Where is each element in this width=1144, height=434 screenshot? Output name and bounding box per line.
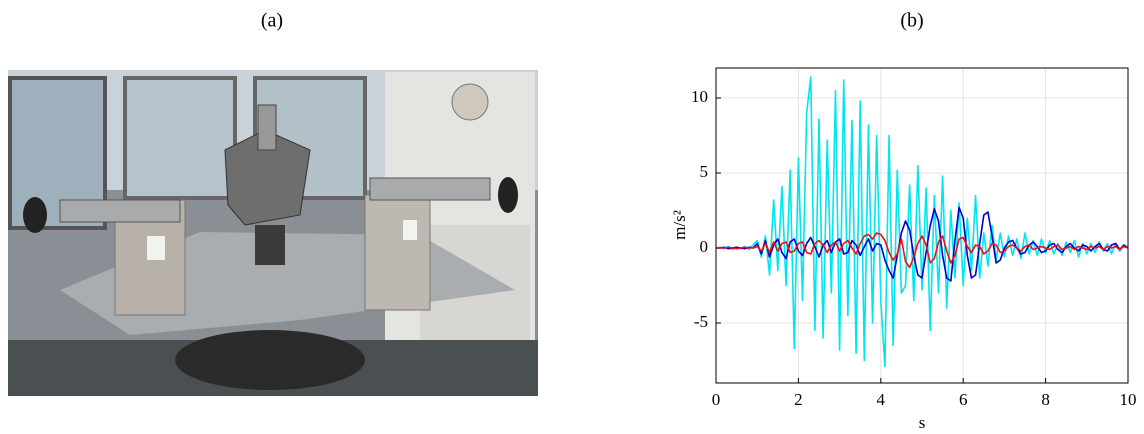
axes-box <box>715 67 1129 384</box>
photo <box>8 70 538 396</box>
x-tick-label: 10 <box>1120 390 1137 409</box>
data-line <box>716 206 1129 282</box>
y-tick-label: -5 <box>694 312 708 331</box>
x-axis-title: s <box>919 413 926 432</box>
data-line <box>716 232 1129 269</box>
chart: s m/s² -5 0 5 10 0 2 4 6 8 10 <box>670 67 1137 432</box>
panel-label: (b) <box>900 10 923 32</box>
y-tick-label: 10 <box>691 87 708 106</box>
x-tick-label: 2 <box>794 390 803 409</box>
x-tick-label: 0 <box>712 390 721 409</box>
panel-label: (a) <box>261 10 283 32</box>
x-tick-label: 4 <box>877 390 886 409</box>
x-tick-label: 8 <box>1041 390 1050 409</box>
y-axis-title: m/s² <box>670 210 689 240</box>
y-tick-label: 5 <box>700 162 709 181</box>
x-tick-label: 6 <box>959 390 968 409</box>
y-tick-label: 0 <box>700 237 709 256</box>
